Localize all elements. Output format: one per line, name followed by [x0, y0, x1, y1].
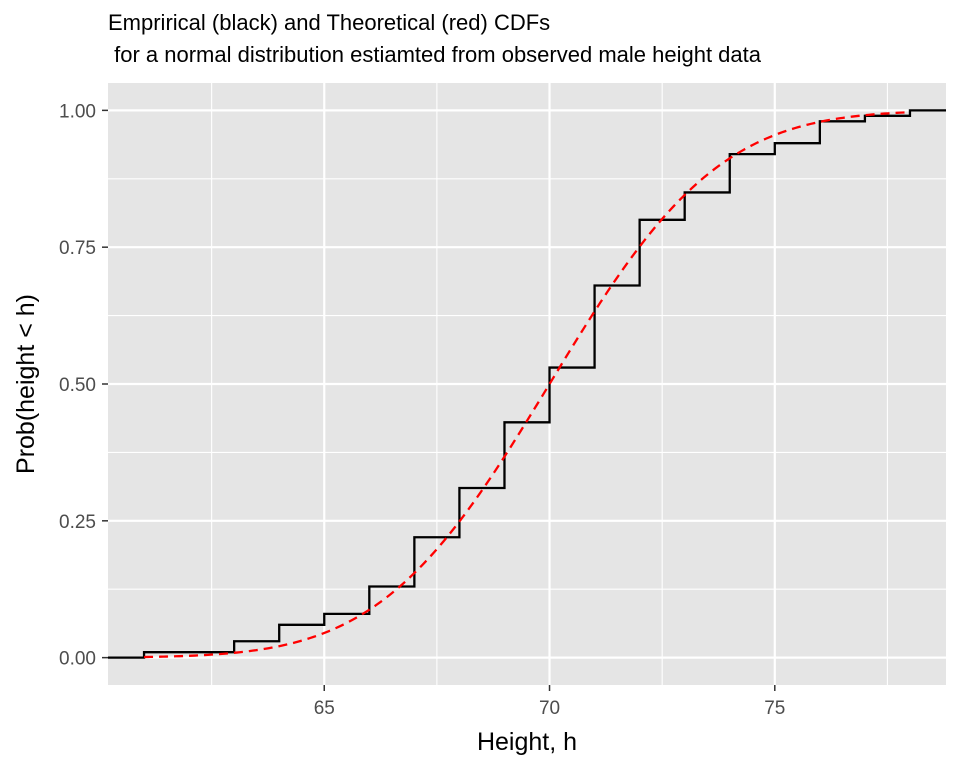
x-tick-label-2: 75 — [764, 698, 785, 719]
theoretical-cdf-line — [144, 111, 911, 659]
x-axis-title: Height, h — [477, 728, 577, 756]
axis-ticks: 65 70 75 0.00 0.25 0.50 0.75 1.00 — [59, 101, 785, 719]
chart-marks — [108, 109, 946, 659]
chart-title: Emprirical (black) and Theoretical (red)… — [108, 10, 550, 35]
y-tick-label-1: 0.25 — [59, 512, 96, 533]
y-tick-label-0: 0.00 — [59, 649, 96, 670]
y-axis-title: Prob(height < h) — [12, 294, 40, 474]
x-tick-label-0: 65 — [314, 698, 335, 719]
empirical-cdf-line — [108, 109, 946, 659]
y-tick-label-3: 0.75 — [59, 238, 96, 259]
chart-subtitle: for a normal distribution estiamted from… — [108, 42, 762, 67]
y-tick-label-4: 1.00 — [59, 101, 96, 122]
x-tick-label-1: 70 — [539, 698, 560, 719]
y-tick-label-2: 0.50 — [59, 375, 96, 396]
